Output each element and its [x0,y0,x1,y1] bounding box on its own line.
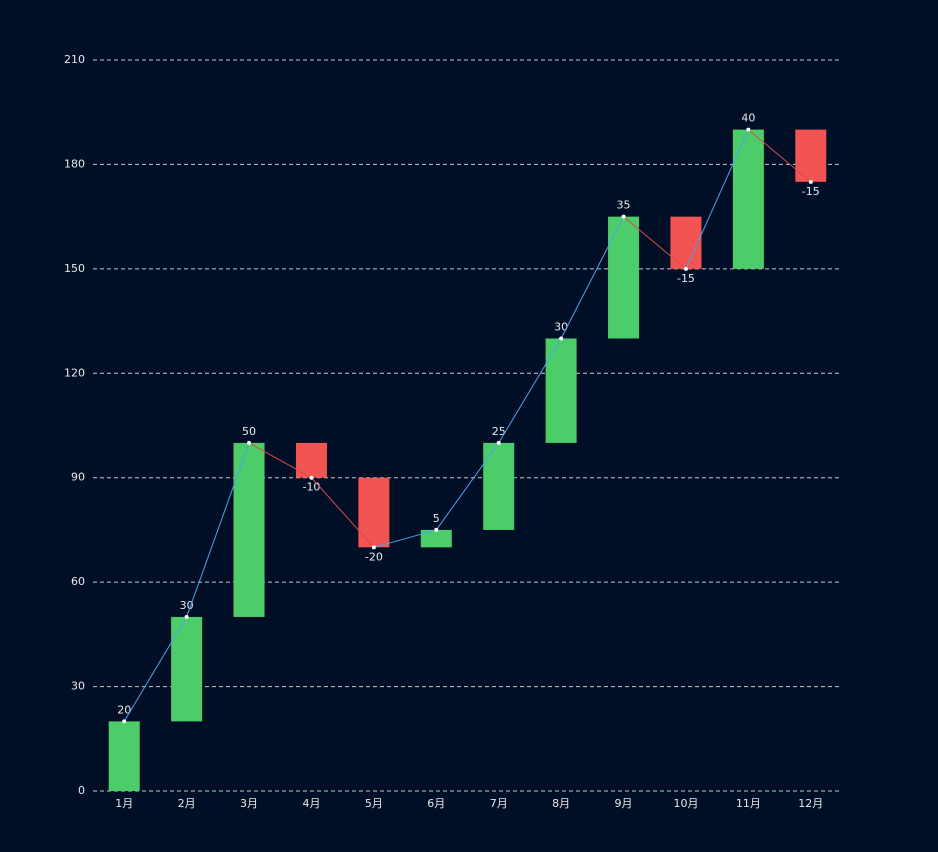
x-tick-label: 5月 [365,797,383,810]
bar [483,442,515,530]
connector-line [373,529,437,548]
data-label: -15 [802,185,820,198]
point [122,719,127,724]
x-tick-label: 10月 [673,797,698,810]
connector-line [248,442,312,479]
data-label: 40 [741,112,755,125]
point [371,545,376,550]
bar [358,477,390,548]
x-tick-label: 2月 [178,797,196,810]
connector-line [623,216,687,270]
bar [545,338,577,443]
connector-line [435,442,500,531]
data-label: -20 [365,550,383,563]
point [496,440,501,445]
x-tick-label: 4月 [302,797,320,810]
y-tick-label: 30 [71,680,85,693]
point [247,440,252,445]
connector-line [186,442,250,618]
point [434,527,439,532]
y-tick-label: 90 [71,471,85,484]
point [559,336,564,341]
data-label: -10 [302,481,320,494]
x-tick-label: 6月 [427,797,445,810]
data-label: 25 [492,425,506,438]
bar [420,529,452,548]
data-label: 30 [180,599,194,612]
data-label: 5 [433,512,440,525]
point [746,127,751,132]
bar [233,442,265,617]
x-tick-label: 1月 [115,797,133,810]
x-tick-label: 12月 [798,797,823,810]
point [184,614,189,619]
data-label: 50 [242,425,256,438]
data-label: 35 [617,199,631,212]
connector-line [685,129,749,270]
point [621,214,626,219]
x-tick-label: 8月 [552,797,570,810]
connector-line [560,216,624,339]
bar [108,721,140,791]
connector-line [748,129,812,183]
bar [295,442,327,478]
bar [171,616,203,722]
data-label: 20 [117,703,131,716]
data-label: 30 [554,320,568,333]
y-tick-label: 210 [64,53,85,66]
x-tick-label: 3月 [240,797,258,810]
bar [670,216,702,269]
x-tick-label: 9月 [615,797,633,810]
connector-line [498,338,562,444]
bar [795,129,827,182]
y-tick-label: 0 [78,784,85,797]
x-tick-label: 11月 [736,797,761,810]
y-tick-label: 180 [64,157,85,170]
point [309,475,314,480]
data-label: -15 [677,272,695,285]
point [683,266,688,271]
y-tick-label: 150 [64,262,85,275]
connector-line [311,477,375,548]
bar [608,216,640,339]
point [808,179,813,184]
y-tick-label: 60 [71,575,85,588]
y-tick-label: 120 [64,366,85,379]
x-tick-label: 7月 [490,797,508,810]
connector-line [123,616,188,722]
bar [732,129,764,269]
